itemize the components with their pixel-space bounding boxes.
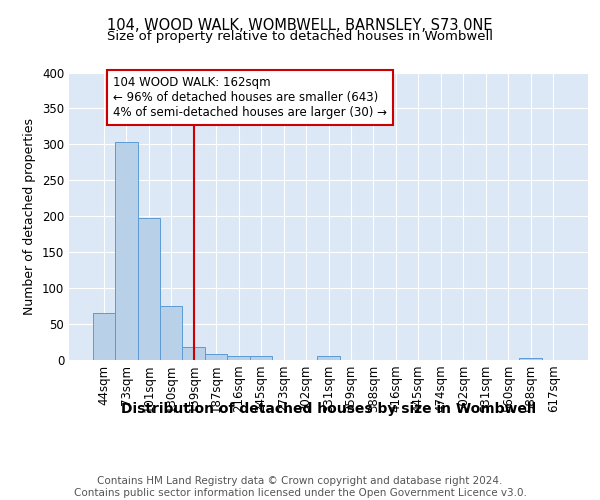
Bar (160, 306, 182, 360)
Text: Distribution of detached houses by size in Wombwell: Distribution of detached houses by size … (121, 402, 536, 416)
Bar (182, 347, 205, 360)
Bar (250, 356, 272, 360)
Bar (317, 356, 340, 360)
Text: Size of property relative to detached houses in Wombwell: Size of property relative to detached ho… (107, 30, 493, 43)
Bar (227, 356, 250, 360)
Y-axis label: Number of detached properties: Number of detached properties (23, 118, 37, 315)
Text: Contains HM Land Registry data © Crown copyright and database right 2024.
Contai: Contains HM Land Registry data © Crown c… (74, 476, 526, 498)
Bar (115, 142, 137, 360)
Bar (205, 354, 227, 360)
Text: 104 WOOD WALK: 162sqm
← 96% of detached houses are smaller (643)
4% of semi-deta: 104 WOOD WALK: 162sqm ← 96% of detached … (113, 76, 387, 119)
Bar (137, 218, 160, 360)
Text: 104, WOOD WALK, WOMBWELL, BARNSLEY, S73 0NE: 104, WOOD WALK, WOMBWELL, BARNSLEY, S73 … (107, 18, 493, 32)
Bar (92, 314, 115, 360)
Bar (520, 358, 542, 360)
